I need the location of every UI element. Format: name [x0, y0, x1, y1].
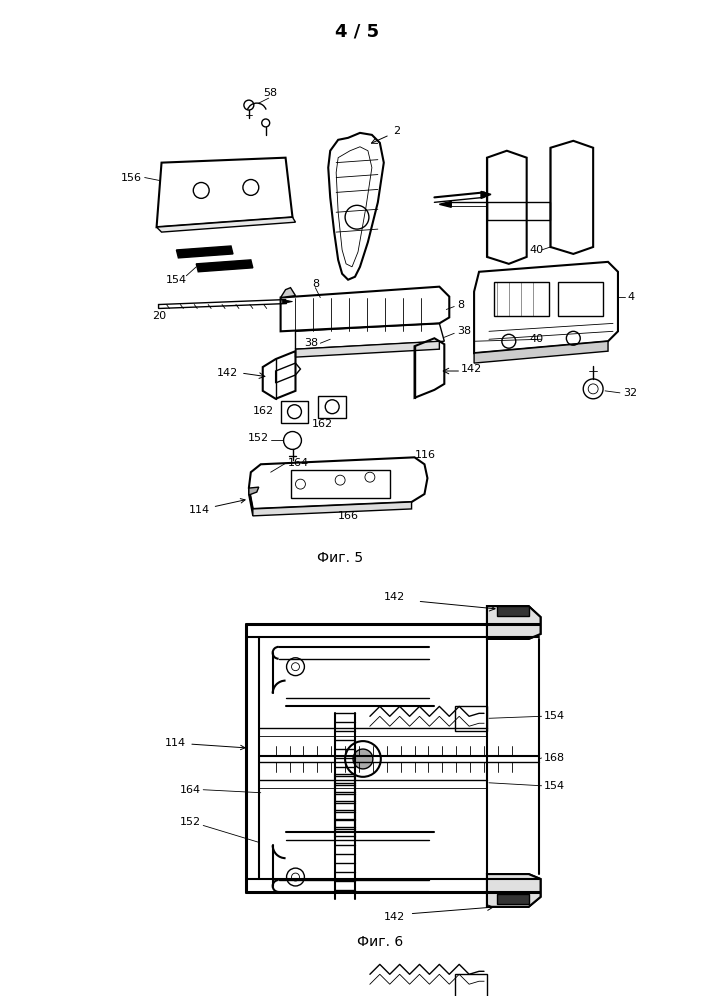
Text: 58: 58 — [264, 88, 277, 98]
Text: 152: 152 — [180, 817, 201, 827]
Text: 164: 164 — [180, 785, 201, 795]
Text: 2: 2 — [393, 126, 400, 136]
Bar — [497, 606, 528, 616]
Polygon shape — [481, 191, 491, 198]
Polygon shape — [282, 300, 292, 304]
Text: 32: 32 — [623, 388, 637, 398]
Text: 164: 164 — [287, 458, 309, 468]
Polygon shape — [253, 502, 412, 516]
Text: 152: 152 — [247, 433, 269, 443]
Bar — [494, 282, 548, 316]
Bar — [455, 706, 487, 731]
Text: 20: 20 — [152, 311, 167, 321]
Polygon shape — [474, 341, 608, 363]
Text: 114: 114 — [189, 499, 245, 515]
Text: 40: 40 — [529, 334, 543, 344]
Circle shape — [353, 749, 373, 769]
Text: 142: 142 — [217, 368, 238, 378]
Text: 154: 154 — [543, 781, 565, 791]
Bar — [497, 894, 528, 904]
Polygon shape — [280, 288, 295, 298]
Text: 162: 162 — [252, 406, 274, 416]
Bar — [280, 401, 308, 423]
Polygon shape — [249, 488, 253, 516]
Text: 116: 116 — [415, 450, 435, 460]
Bar — [318, 396, 346, 418]
Text: Фиг. 5: Фиг. 5 — [317, 551, 363, 565]
Text: 166: 166 — [337, 511, 359, 521]
Text: 142: 142 — [461, 364, 483, 374]
Text: 142: 142 — [384, 592, 405, 602]
Text: 154: 154 — [543, 711, 565, 721]
Text: 4 / 5: 4 / 5 — [335, 23, 379, 41]
Text: 8: 8 — [312, 279, 319, 289]
Polygon shape — [295, 341, 439, 357]
Text: 168: 168 — [543, 753, 565, 763]
Text: 40: 40 — [529, 245, 543, 255]
Text: 38: 38 — [457, 326, 471, 336]
Bar — [455, 974, 487, 999]
Polygon shape — [249, 487, 259, 495]
Polygon shape — [487, 874, 541, 907]
Text: 4: 4 — [628, 292, 635, 302]
Text: 38: 38 — [304, 338, 318, 348]
Text: 142: 142 — [384, 912, 405, 922]
Text: 8: 8 — [457, 300, 464, 310]
Text: Фиг. 6: Фиг. 6 — [357, 935, 403, 949]
Text: 162: 162 — [312, 419, 333, 429]
Text: 154: 154 — [166, 275, 187, 285]
Polygon shape — [177, 246, 233, 258]
Polygon shape — [196, 260, 253, 272]
Polygon shape — [157, 217, 295, 232]
Polygon shape — [487, 606, 541, 639]
Polygon shape — [439, 201, 451, 207]
Bar — [558, 282, 603, 316]
Text: 114: 114 — [165, 738, 245, 750]
Bar — [290, 470, 390, 498]
Text: 156: 156 — [121, 173, 142, 183]
